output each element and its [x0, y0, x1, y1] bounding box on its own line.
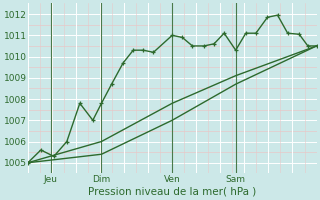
X-axis label: Pression niveau de la mer( hPa ): Pression niveau de la mer( hPa ) [88, 187, 256, 197]
